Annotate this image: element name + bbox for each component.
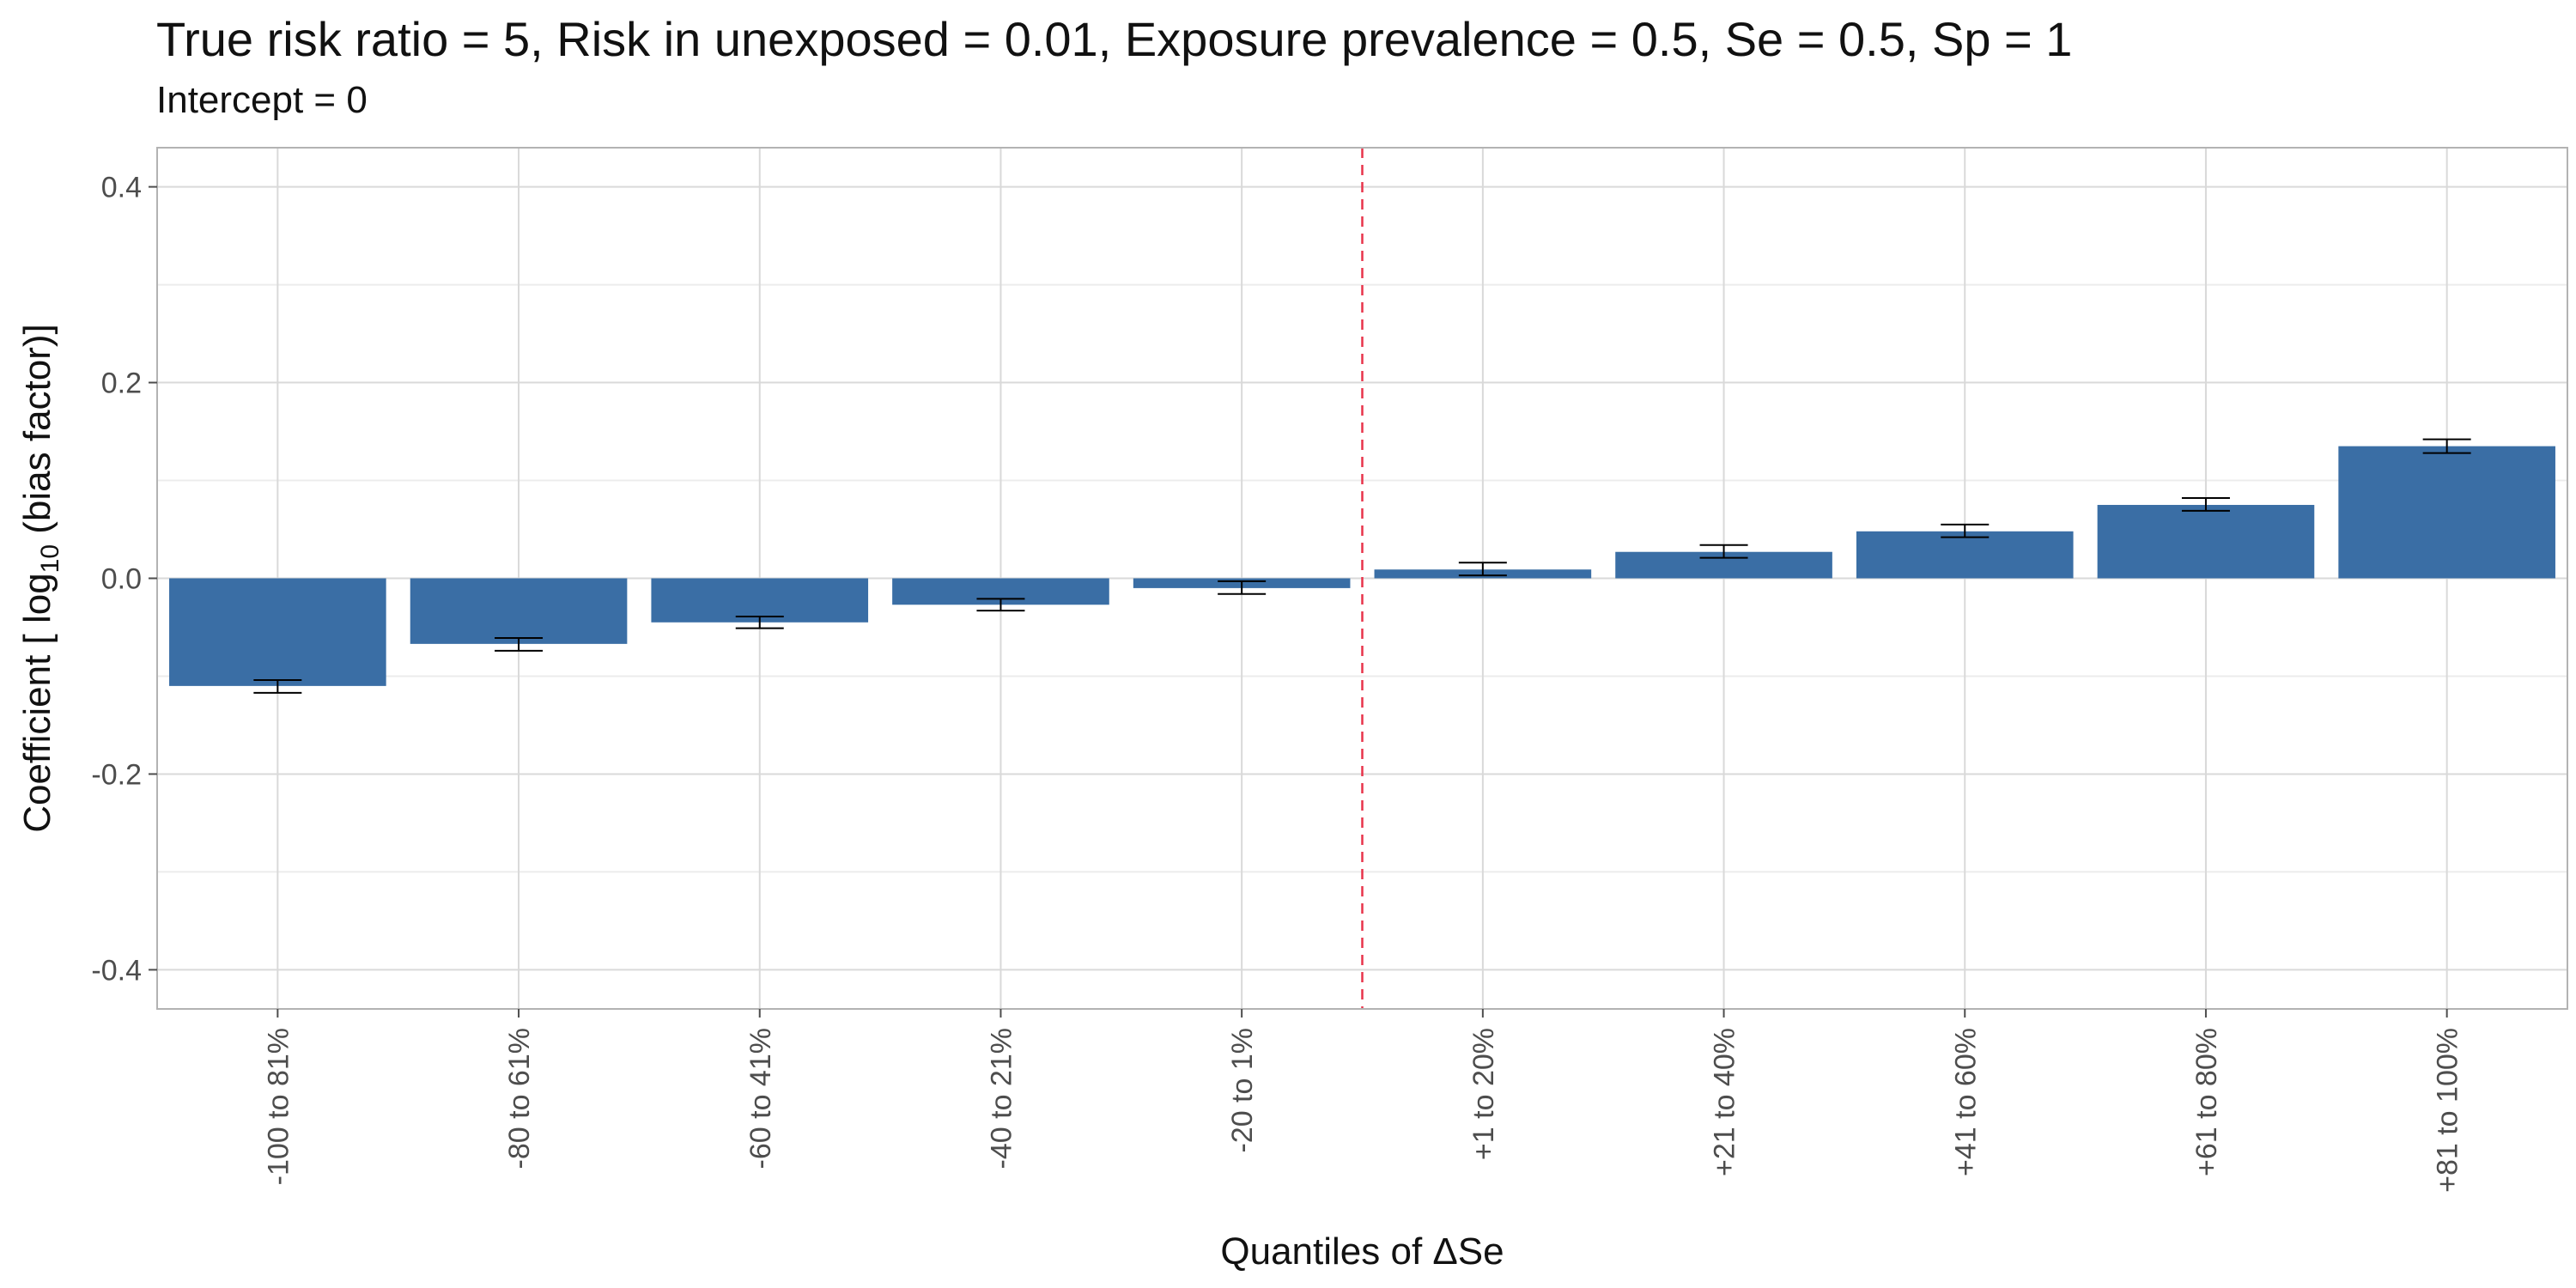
error-bar xyxy=(976,598,1025,612)
y-axis-title-subscript: 10 xyxy=(36,544,64,573)
y-tick-label: 0.0 xyxy=(101,563,142,596)
x-tick-label: -40 to 21% xyxy=(985,1028,1018,1169)
error-bar xyxy=(1218,580,1267,595)
bar xyxy=(651,578,869,623)
x-tick-label: +81 to 100% xyxy=(2432,1028,2464,1193)
y-axis-title: Coefficient [ log10 (bias factor)] xyxy=(16,324,64,833)
error-bar xyxy=(1458,562,1507,577)
bar xyxy=(2338,446,2555,579)
bar xyxy=(169,578,386,686)
error-bar xyxy=(495,637,544,652)
error-bar xyxy=(735,615,784,629)
x-tick-label: -20 to 1% xyxy=(1226,1028,1259,1153)
x-axis-title: Quantiles of ΔSe xyxy=(1220,1230,1504,1273)
x-tick-label: +21 to 40% xyxy=(1709,1028,1741,1176)
y-axis-title-prefix: Coefficient [ log xyxy=(16,573,58,832)
chart-subtitle: Intercept = 0 xyxy=(156,79,368,121)
y-tick-label: 0.4 xyxy=(101,172,142,204)
bar xyxy=(410,578,628,644)
error-bar xyxy=(2181,497,2230,512)
y-tick-label: -0.2 xyxy=(91,758,142,791)
y-axis-title-suffix: (bias factor)] xyxy=(16,324,58,544)
error-bar xyxy=(2422,438,2471,454)
error-bar xyxy=(253,679,302,694)
y-tick-label: 0.2 xyxy=(101,368,142,400)
error-bars xyxy=(253,438,2471,694)
x-tick-label: -80 to 61% xyxy=(503,1028,536,1169)
error-bar xyxy=(1699,544,1748,559)
x-tick-label: +61 to 80% xyxy=(2190,1028,2223,1176)
x-tick-label: +1 to 20% xyxy=(1467,1028,1500,1160)
x-tick-labels: -100 to 81% -80 to 61% -60 to 41% -40 to 21… xyxy=(262,1009,2464,1193)
y-tick-label: -0.4 xyxy=(91,954,142,987)
bar xyxy=(1856,531,2074,579)
x-tick-label: -100 to 81% xyxy=(262,1028,295,1185)
error-bar xyxy=(1941,523,1990,538)
bar xyxy=(2097,505,2315,579)
x-tick-label: +41 to 60% xyxy=(1949,1028,1982,1176)
chart-title: True risk ratio = 5, Risk in unexposed =… xyxy=(156,12,2073,66)
y-tick-labels: -0.4 -0.2 0.0 0.2 0.4 xyxy=(91,172,157,987)
x-tick-label: -60 to 41% xyxy=(744,1028,777,1169)
